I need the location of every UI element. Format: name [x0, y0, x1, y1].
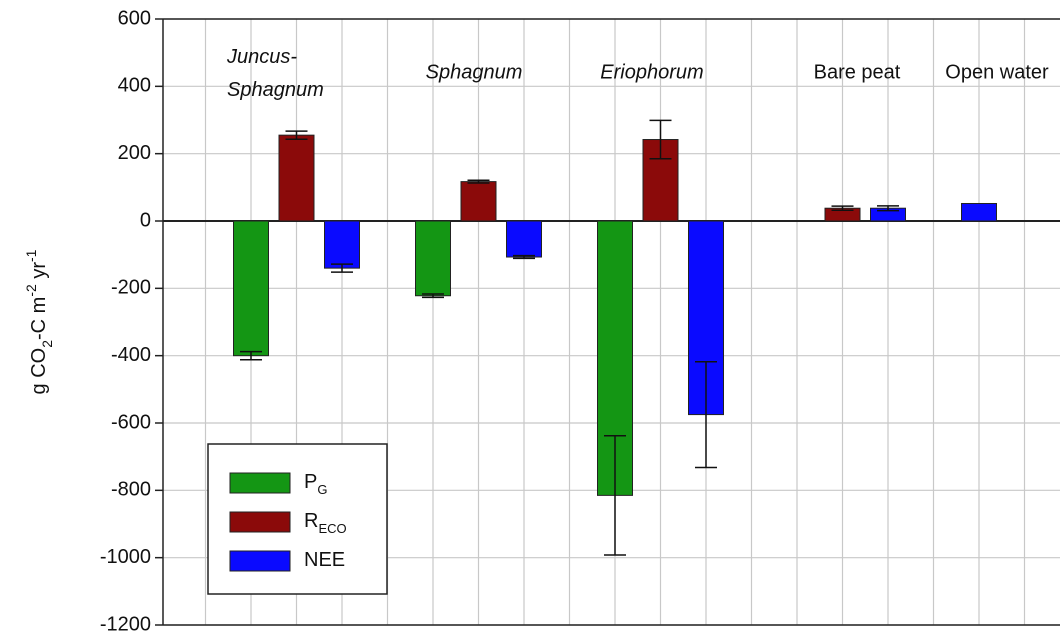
- category-label-line: Sphagnum: [227, 79, 324, 101]
- error-bar: [695, 360, 717, 469]
- y-tick-label: 0: [140, 209, 151, 231]
- y-tick-label: -200: [111, 277, 151, 299]
- legend-label: RECO: [304, 510, 347, 536]
- error-bar: [877, 205, 899, 212]
- y-axis-label: g CO2-C m-2 yr-1: [23, 249, 55, 394]
- legend-name: P: [304, 471, 317, 493]
- error-bar: [285, 130, 308, 140]
- legend-swatch: [229, 511, 291, 533]
- y-tick-label: 600: [118, 7, 151, 29]
- y-tick-label: -1200: [100, 613, 151, 635]
- y-axis-label-part: -C m: [28, 297, 50, 340]
- y-axis-label-part: g CO: [28, 348, 50, 395]
- error-bar: [831, 205, 854, 211]
- y-tick-label: -800: [111, 479, 151, 501]
- bar: [415, 220, 451, 297]
- error-bar: [467, 179, 490, 184]
- category-label: Bare peat: [814, 61, 901, 83]
- error-bar: [331, 263, 353, 273]
- y-tick-label: -1000: [100, 546, 151, 568]
- category-label: Juncus- Sphagnum: [226, 46, 324, 101]
- y-tick-label: 200: [118, 142, 151, 164]
- legend-label: NEE: [304, 549, 345, 571]
- error-bar: [604, 435, 626, 556]
- category-label: Sphagnum: [426, 61, 523, 83]
- y-axis-label-part: yr: [28, 262, 50, 285]
- legend-swatch: [229, 472, 291, 494]
- bar: [460, 181, 497, 222]
- error-bar: [422, 293, 444, 299]
- legend-label: PG: [304, 471, 327, 497]
- bar: [233, 220, 269, 357]
- error-bar: [649, 119, 672, 160]
- legend-subscript: G: [317, 482, 327, 497]
- bar: [278, 134, 315, 222]
- legend-name: NEE: [304, 549, 345, 571]
- y-axis-label-part: -1: [23, 249, 39, 262]
- category-label: Open water: [945, 61, 1049, 83]
- bar: [506, 220, 542, 258]
- bar: [324, 220, 360, 269]
- error-bar: [240, 350, 262, 361]
- y-tick-label: 400: [118, 75, 151, 97]
- legend-name: R: [304, 510, 318, 532]
- bar: [961, 202, 997, 222]
- y-axis-label-part: 2: [39, 340, 55, 348]
- y-tick-label: -400: [111, 344, 151, 366]
- legend-subscript: ECO: [318, 521, 346, 536]
- error-bar: [513, 254, 535, 260]
- category-label-line: Juncus-: [226, 46, 297, 68]
- y-axis-label-part: -2: [23, 284, 39, 297]
- category-label: Eriophorum: [600, 61, 703, 83]
- y-tick-label: -600: [111, 411, 151, 433]
- legend-swatch: [229, 550, 291, 572]
